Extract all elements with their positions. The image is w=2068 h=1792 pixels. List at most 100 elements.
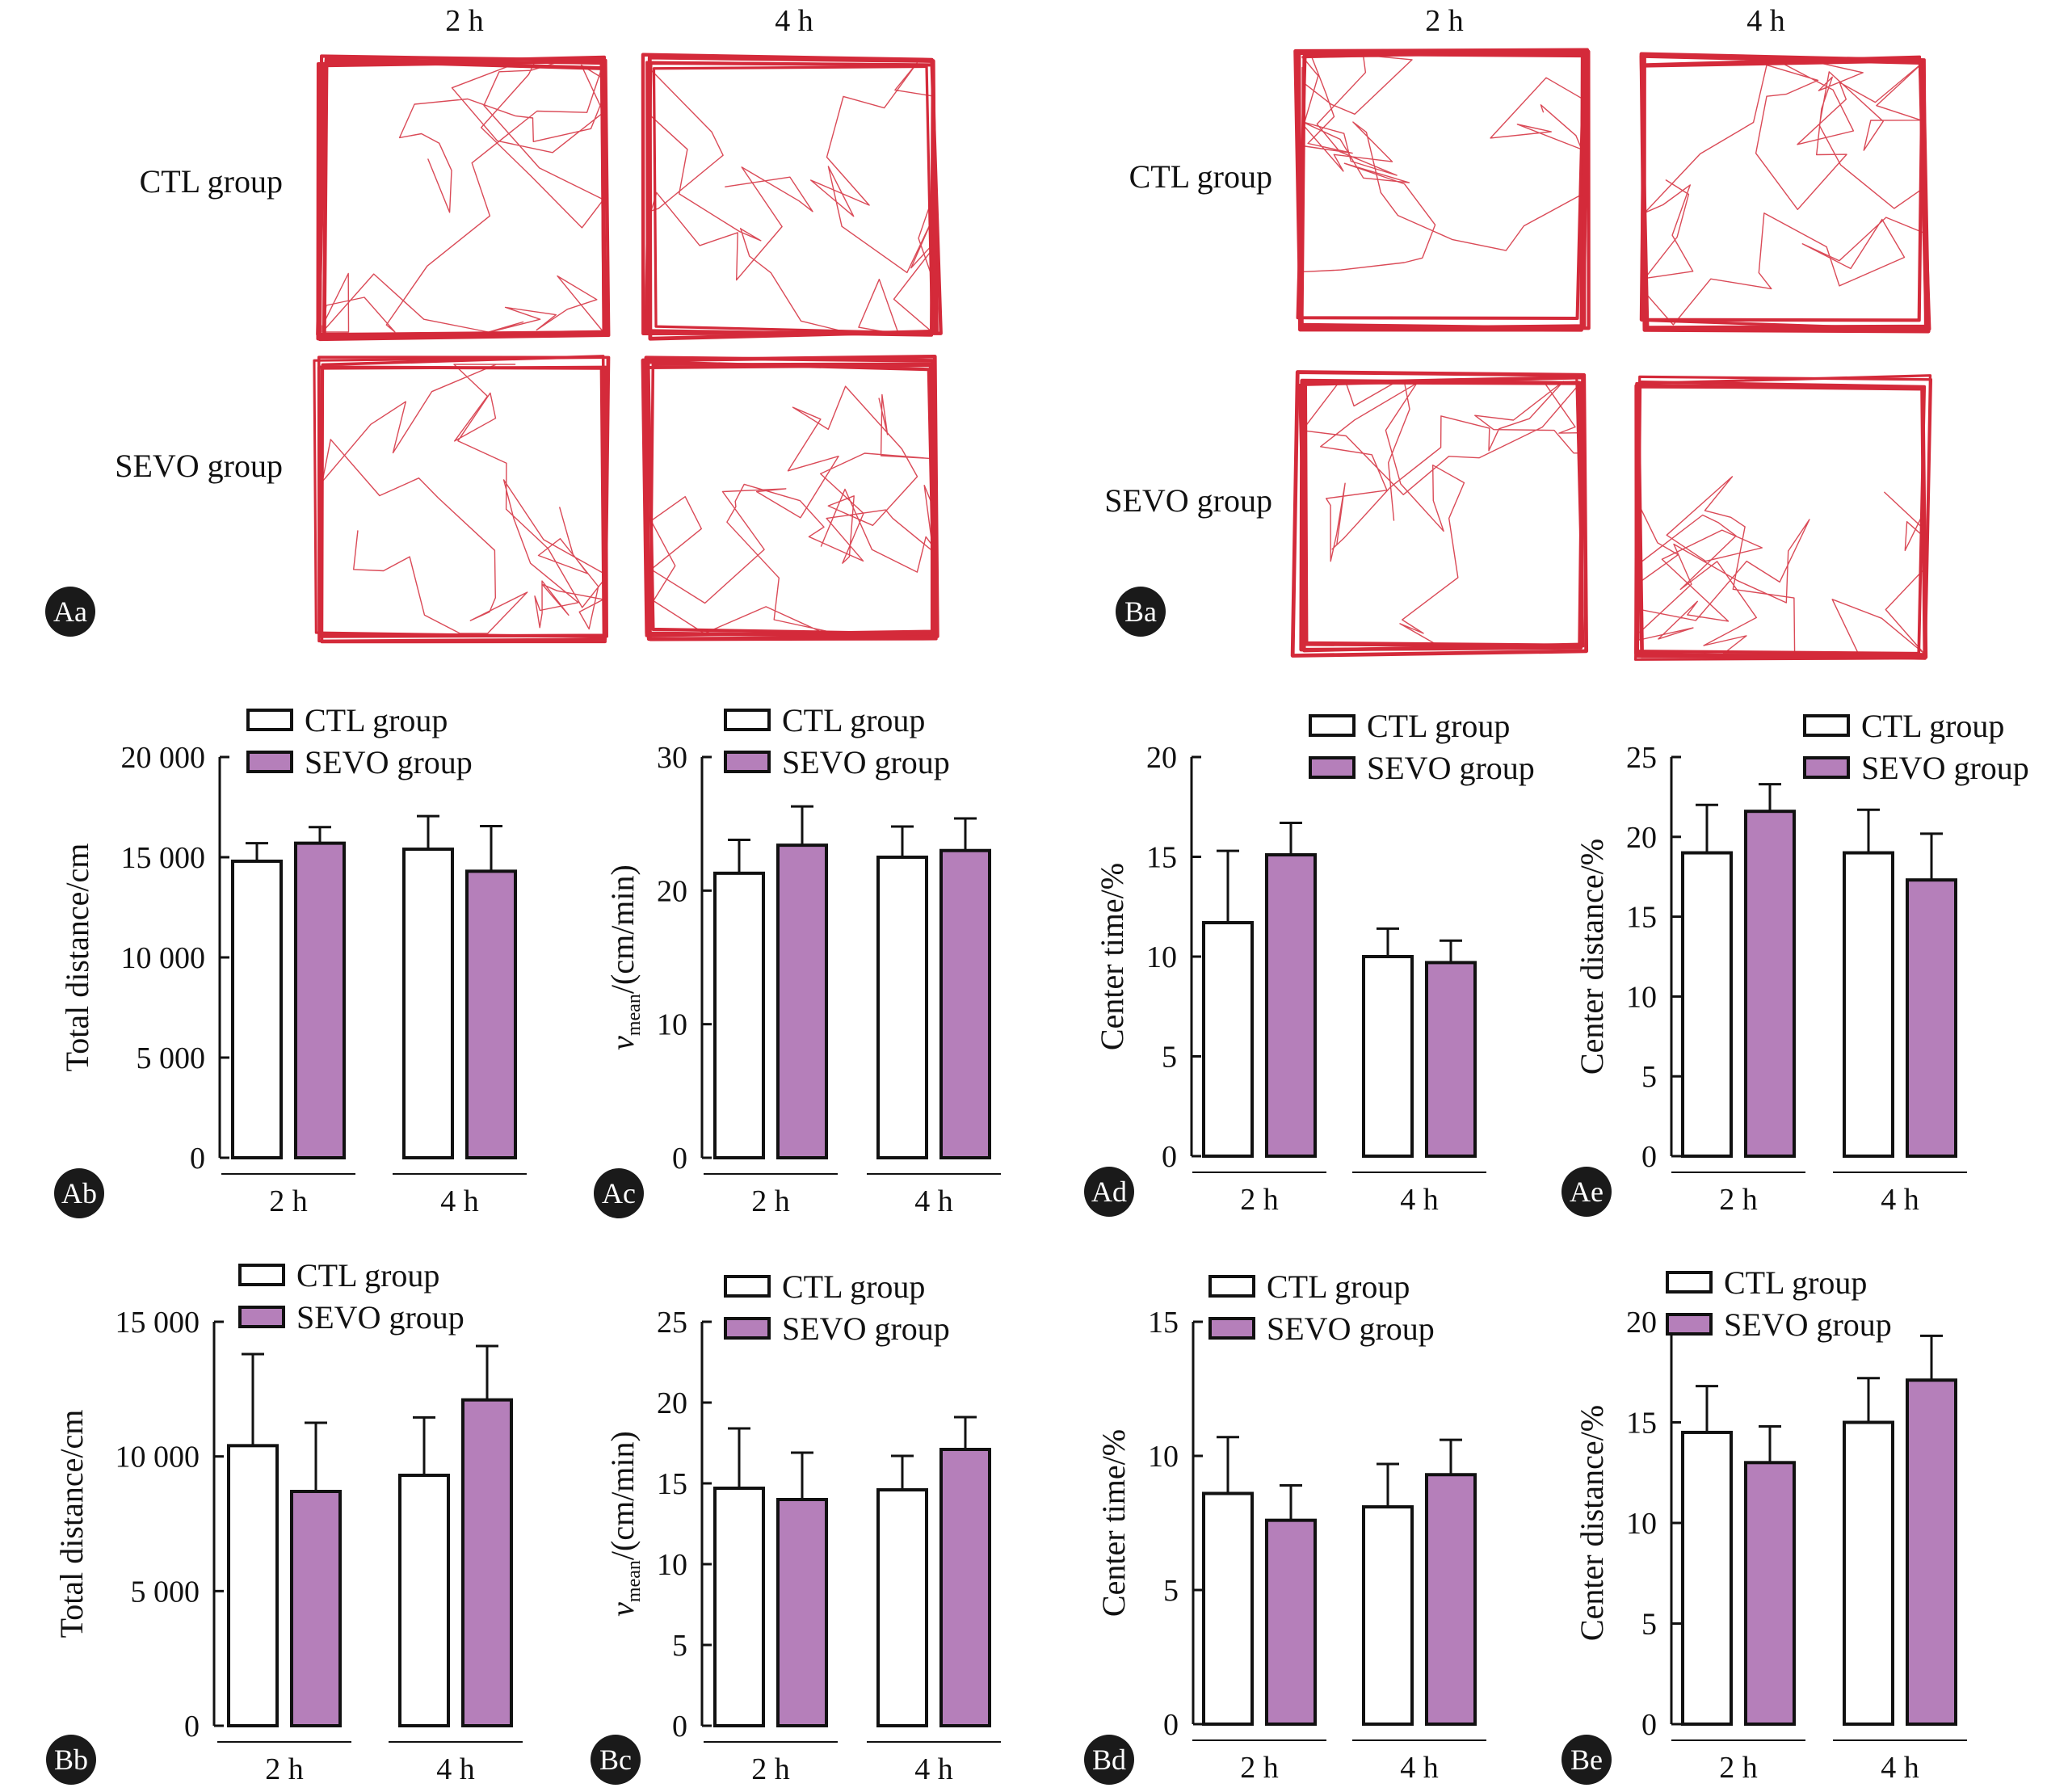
arena-border-trace (1293, 48, 1590, 330)
arena-path-trace (322, 62, 604, 333)
y-tick-label: 5 (1641, 1608, 1657, 1642)
panel-badge-circle (1084, 1167, 1134, 1217)
legend-label: CTL group (782, 1268, 925, 1305)
x-tick-label: 2 h (751, 1184, 790, 1218)
arena-path-trace (1638, 476, 1925, 654)
panel-badge: Ad (1084, 1167, 1134, 1217)
arena-trace (1634, 374, 1933, 661)
arena-border-trace (313, 355, 609, 638)
bar-sevo (294, 841, 346, 1159)
x-tick-label: 4 h (914, 1752, 953, 1786)
y-tick-label: 10 000 (121, 941, 206, 975)
arena-border-trace (1634, 374, 1932, 660)
chart-bd: 0 5 10 15 Center time/% 2 h 4 h CTL group SEVO g… (1084, 1268, 1486, 1785)
x-tick-label: 4 h (1881, 1183, 1919, 1217)
arena-border-trace (652, 65, 934, 335)
panel-badge: Bc (591, 1735, 641, 1785)
bar-ctl (1681, 851, 1733, 1159)
x-tick-label: 4 h (1400, 1751, 1439, 1785)
panel-badge: Bd (1084, 1735, 1134, 1785)
arena-border-trace (649, 362, 938, 642)
y-tick-label: 20 000 (121, 741, 206, 775)
y-tick-label: 10 (1626, 1507, 1657, 1541)
legend-label: CTL group (782, 702, 925, 738)
chart-bc: 0 5 10 15 20 25 vmean/(cm/min) 2 h 4 h CTL group S… (591, 1268, 1001, 1786)
y-axis-label-subscript: mean (624, 994, 645, 1036)
y-tick-label: 5 (672, 1629, 687, 1663)
y-tick-label: 15 (1626, 901, 1657, 935)
legend-swatch-ctl (1666, 1271, 1713, 1294)
y-tick-label: 5 000 (137, 1041, 206, 1075)
bar-ctl (227, 1444, 279, 1728)
bar-sevo (939, 1448, 991, 1727)
y-axis-label-symbol: v (604, 1602, 641, 1617)
y-tick-label: 10 000 (116, 1441, 200, 1474)
chart-ad: 0 5 10 15 20 Center time/% 2 h 4 h CTL group SEVO… (1084, 708, 1535, 1217)
arena-border-trace (317, 355, 611, 643)
y-tick-label: 25 (657, 1306, 687, 1340)
y-tick-label: 5 (1641, 1060, 1657, 1094)
bar-sevo (1906, 1378, 1957, 1726)
bar-ctl (713, 1487, 765, 1727)
track-row-label: CTL group (1129, 158, 1272, 195)
y-tick-label: 0 (190, 1142, 205, 1176)
y-axis-label: Center time/% (1094, 863, 1130, 1050)
arena-border-trace (318, 365, 608, 638)
bar-sevo (1744, 1461, 1796, 1727)
arena-border-trace (1634, 384, 1928, 659)
arena-border-trace (645, 364, 939, 637)
x-tick-label: 2 h (1719, 1751, 1758, 1785)
y-tick-label: 10 (1148, 1440, 1179, 1474)
arena-border-trace (317, 54, 611, 342)
arena-border-trace (1294, 52, 1587, 330)
bar-ctl (876, 1488, 928, 1727)
x-tick-label: 2 h (265, 1752, 304, 1786)
arena-border-trace (644, 355, 935, 642)
arena-border-trace (1297, 49, 1585, 332)
y-axis-label: Center distance/% (1574, 839, 1610, 1075)
panel-badge-circle (45, 587, 95, 637)
x-tick-label: 4 h (914, 1184, 953, 1218)
x-tick-label: 2 h (751, 1752, 790, 1786)
panel-badge-label: Bc (599, 1744, 632, 1776)
y-tick-label: 30 (657, 741, 687, 775)
x-tick-label: 4 h (1400, 1183, 1439, 1217)
panel-badge-circle (54, 1168, 104, 1218)
legend-swatch-sevo (238, 1306, 285, 1328)
legend-swatch-ctl (1803, 714, 1850, 737)
legend-label: SEVO group (782, 1310, 950, 1347)
bar-ctl (1843, 851, 1894, 1159)
y-tick-label: 5 000 (131, 1575, 200, 1609)
arena-border-trace (1300, 49, 1591, 330)
bar-sevo (776, 843, 828, 1159)
y-tick-label: 10 (1626, 980, 1657, 1014)
arena-path-trace (1301, 56, 1583, 273)
bar-sevo (1744, 810, 1796, 1159)
bar-ctl (876, 856, 928, 1159)
y-tick-label: 20 (657, 1386, 687, 1420)
x-tick-label: 4 h (440, 1184, 479, 1218)
arena-trace (1290, 370, 1589, 658)
arena-border-trace (1290, 370, 1589, 658)
y-axis-label: vmean/(cm/min) (604, 864, 645, 1050)
legend-label: CTL group (1367, 708, 1510, 744)
x-tick-label: 4 h (1881, 1751, 1919, 1785)
bar-sevo (461, 1398, 513, 1727)
y-axis-label-subscript: mean (624, 1560, 645, 1602)
panel-badge-label: Ae (1570, 1176, 1604, 1208)
y-tick-label: 0 (1163, 1708, 1179, 1742)
arena-path-trace (322, 364, 604, 634)
track-panel-ba: 2 h 4 h CTL group SEVO group Ba (1104, 4, 1933, 661)
panel-badge-circle (1084, 1735, 1134, 1785)
arena-border-trace (316, 59, 607, 336)
panel-badge-circle (1562, 1167, 1612, 1217)
legend-label: CTL group (305, 702, 448, 738)
y-tick-label: 10 (657, 1008, 687, 1042)
arena-border-trace (641, 53, 943, 335)
arena-border-trace (1303, 375, 1585, 648)
bar-sevo (939, 848, 991, 1159)
legend-swatch-sevo (1309, 756, 1356, 779)
track-column-label: 4 h (775, 4, 813, 38)
panel-badge-label: Aa (53, 595, 87, 628)
legend-label: SEVO group (1861, 750, 2029, 786)
